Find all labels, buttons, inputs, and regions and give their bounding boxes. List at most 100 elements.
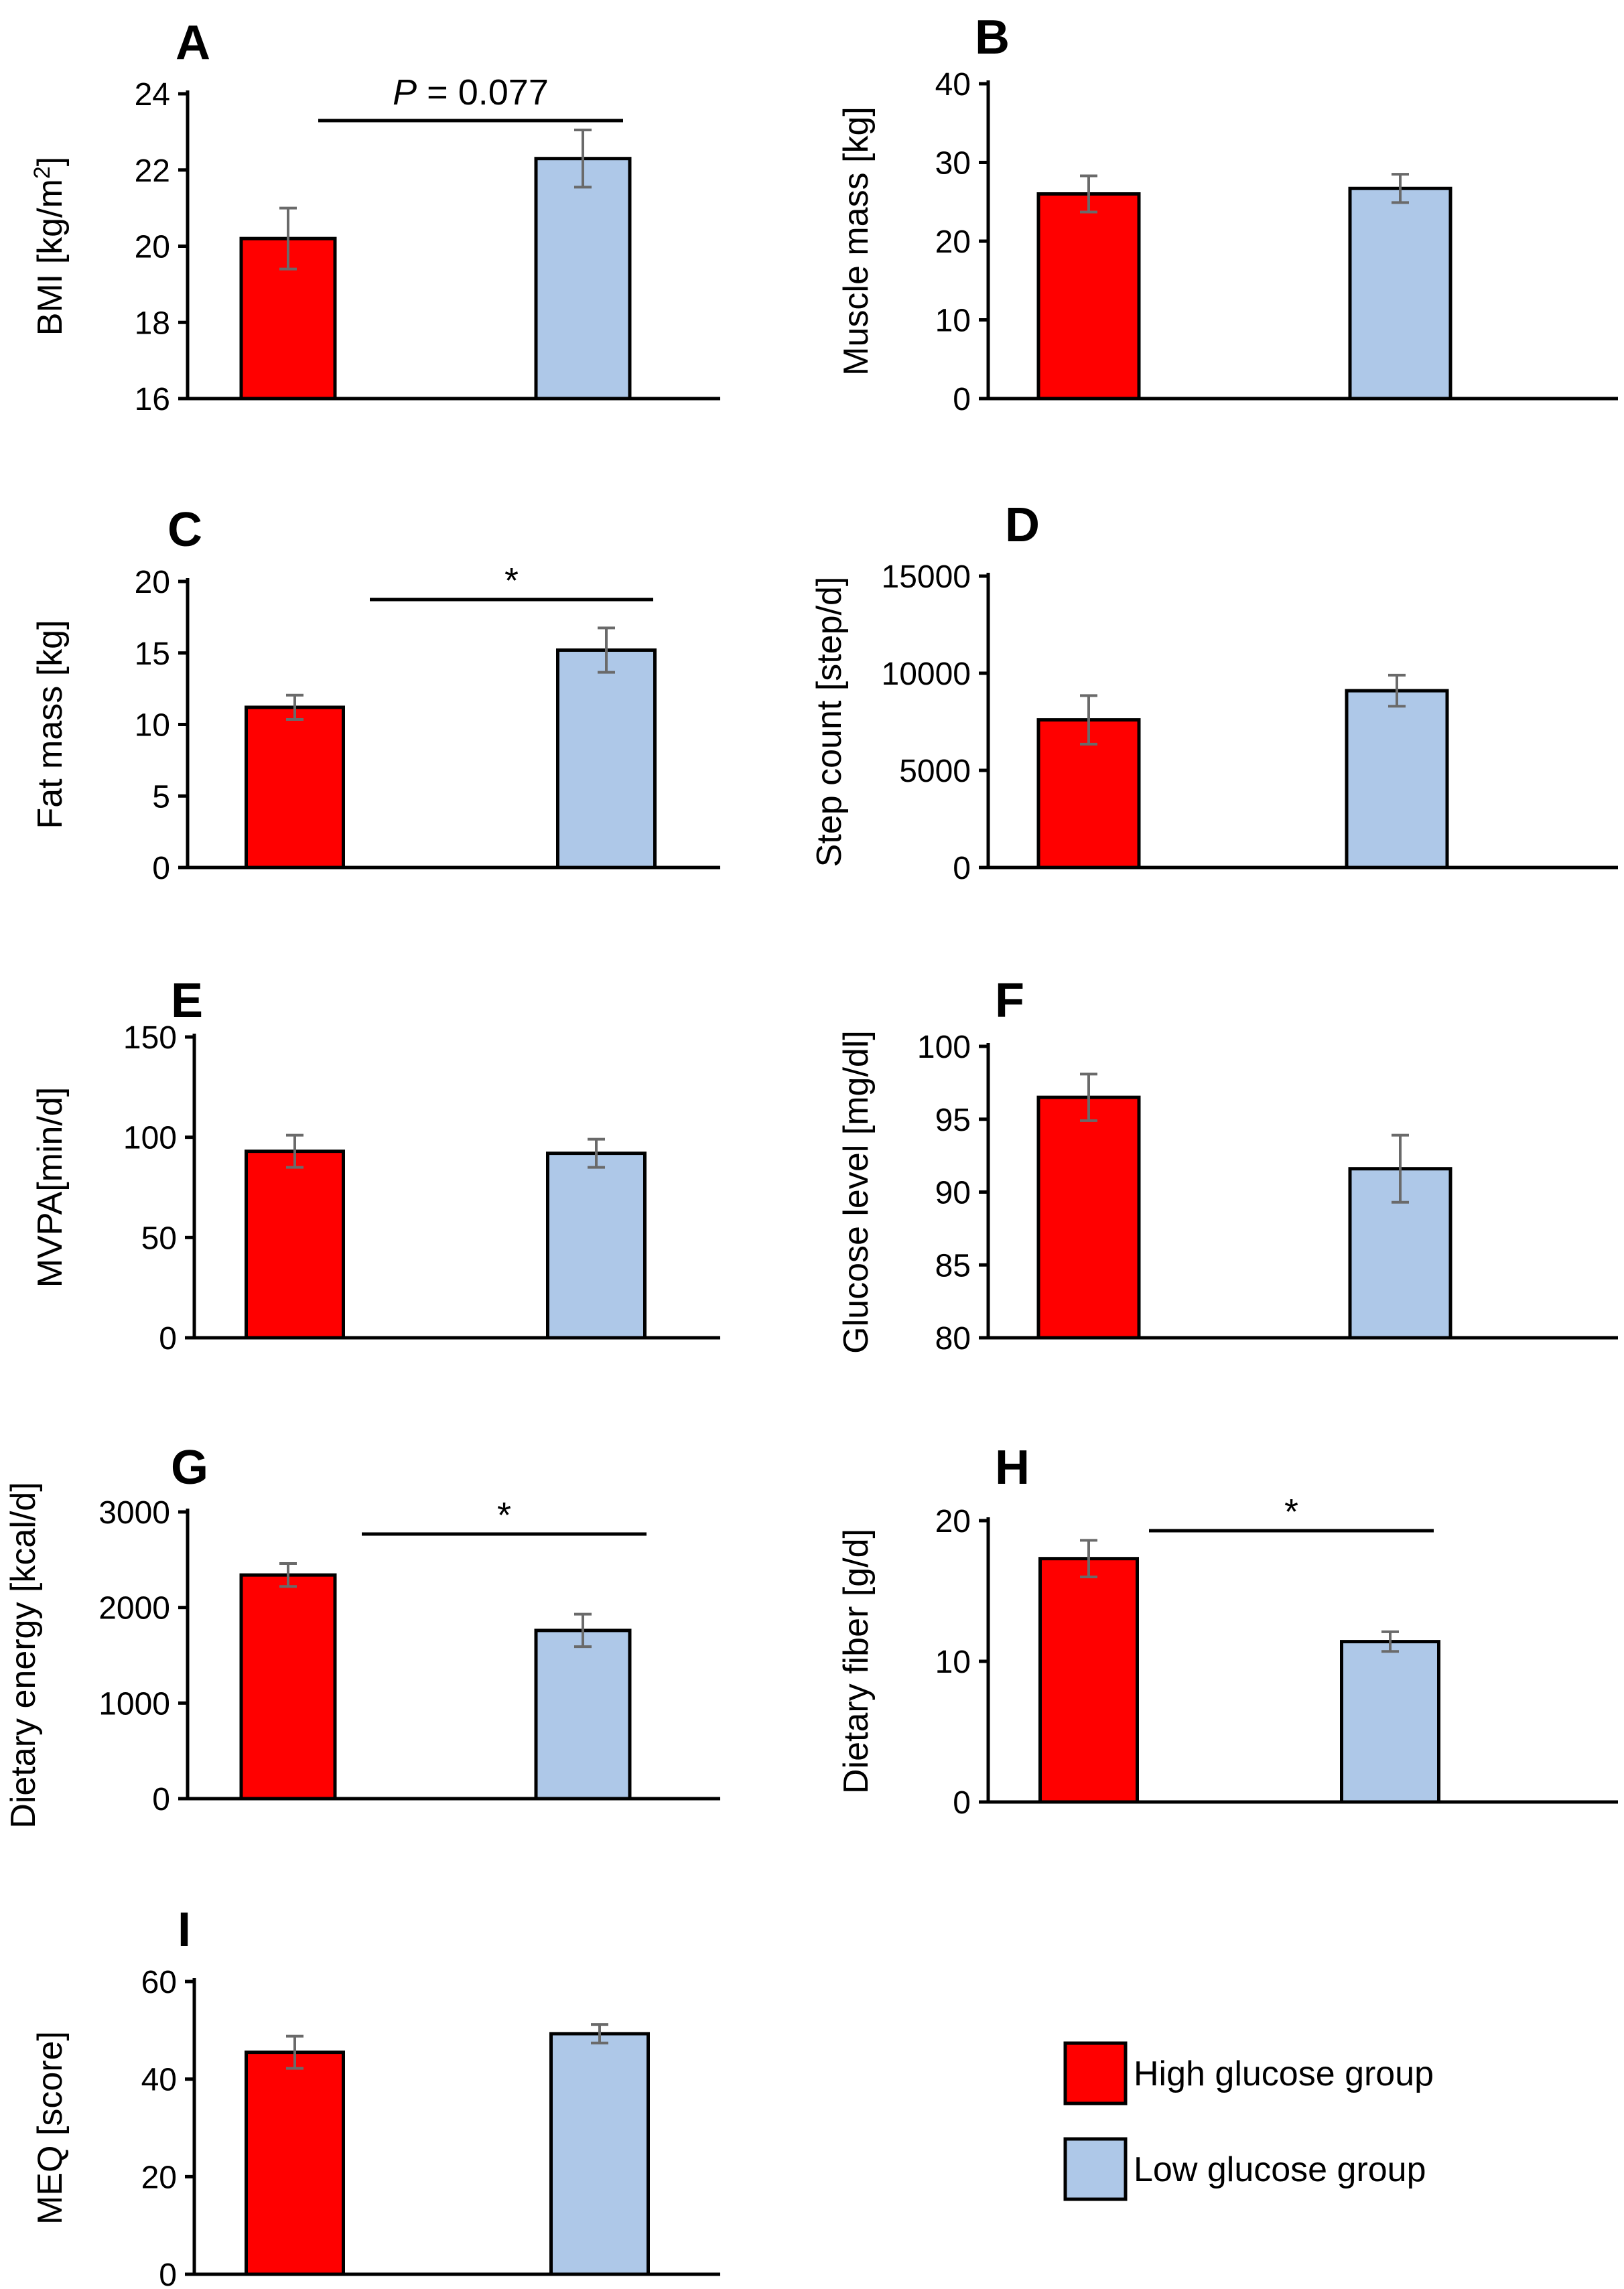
- y-tick-label: 20: [141, 2160, 177, 2195]
- significance-label: *: [1284, 1492, 1298, 1532]
- error-bar: [591, 2023, 608, 2044]
- y-axis-title: Glucose level [mg/dl]: [837, 1030, 876, 1354]
- panel-letter: H: [995, 1441, 1030, 1495]
- panel-letter: F: [995, 974, 1024, 1028]
- significance-label: *: [504, 561, 519, 601]
- bar-low-glucose: [556, 648, 657, 870]
- y-tick-label: 20: [135, 565, 170, 600]
- y-tick-label: 5000: [899, 754, 971, 789]
- y-axis-title: Dietary energy [kcal/d]: [4, 1482, 43, 1828]
- bar-high-glucose: [1038, 1557, 1139, 1804]
- error-bar: [1392, 1133, 1409, 1204]
- error-bar: [1388, 673, 1406, 708]
- y-tick-label: 3000: [98, 1495, 170, 1531]
- y-tick-label: 0: [152, 1782, 170, 1817]
- significance-label: P = 0.077: [393, 72, 549, 113]
- bar-high-glucose: [245, 705, 345, 870]
- chart-panel-c: C 0 5 10 15 20 Fat mass [kg] *: [31, 503, 720, 886]
- y-tick-label: 90: [935, 1176, 971, 1211]
- legend-swatch-low-glucose: [1063, 2137, 1128, 2201]
- y-tick-label: 18: [135, 305, 170, 341]
- y-axis-title: Step count [step/d]: [810, 577, 849, 868]
- legend-swatch-high-glucose: [1063, 2041, 1128, 2105]
- y-tick-label: 1000: [98, 1686, 170, 1722]
- y-axis-title: MEQ [score]: [31, 2031, 70, 2225]
- y-axis-title: Dietary fiber [g/d]: [837, 1529, 876, 1794]
- panel-letter: B: [975, 11, 1010, 64]
- significance-label: *: [497, 1495, 511, 1535]
- panel-letter: A: [176, 16, 210, 70]
- y-tick-label: 5: [152, 779, 170, 815]
- bar-high-glucose: [239, 1573, 337, 1801]
- chart-panel-b: B 0 10 20 30 40 Muscle mass [kg]: [837, 11, 1618, 417]
- y-tick-label: 10: [135, 708, 170, 744]
- chart-panel-a: A 16 18 20 22 24 BMI [kg/m2] P = 0.077: [29, 16, 720, 417]
- bar-low-glucose: [1340, 1640, 1440, 1804]
- error-bar: [1381, 1630, 1399, 1653]
- y-tick-label: 0: [953, 382, 971, 417]
- bar-high-glucose: [1036, 192, 1141, 401]
- bar-low-glucose: [549, 2032, 650, 2276]
- error-bar: [286, 2034, 303, 2070]
- y-tick-label: 0: [152, 851, 170, 886]
- panel-letter: C: [167, 503, 202, 557]
- y-tick-label: 10000: [882, 656, 971, 692]
- error-bar: [1080, 1072, 1097, 1122]
- y-axis-title: BMI [kg/m2]: [29, 157, 70, 336]
- error-bar: [1080, 174, 1097, 214]
- error-bar: [1392, 173, 1409, 204]
- legend: High glucose group Low glucose group: [1063, 2041, 1434, 2201]
- bar-high-glucose: [245, 1150, 345, 1340]
- y-tick-label: 40: [935, 67, 971, 102]
- y-tick-label: 80: [935, 1321, 971, 1357]
- y-tick-label: 15: [135, 636, 170, 672]
- y-tick-label: 2000: [98, 1591, 170, 1626]
- chart-panels: A 16 18 20 22 24 BMI [kg/m2] P = 0.077 B 0 10 20 30 4…: [4, 11, 1618, 2289]
- error-bar: [574, 1612, 592, 1649]
- error-bar: [1080, 1539, 1097, 1578]
- y-tick-label: 95: [935, 1103, 971, 1138]
- y-tick-label: 16: [135, 382, 170, 417]
- error-bar: [598, 626, 615, 674]
- error-bar: [279, 1562, 297, 1588]
- panel-letter: D: [1005, 498, 1040, 552]
- y-tick-label: 0: [953, 1785, 971, 1821]
- error-bar: [588, 1137, 605, 1169]
- y-tick-label: 50: [141, 1221, 177, 1256]
- legend-label-high-glucose: High glucose group: [1134, 2055, 1434, 2093]
- bar-low-glucose: [1345, 689, 1449, 870]
- y-tick-label: 0: [953, 851, 971, 886]
- chart-panel-h: H 0 10 20 Dietary fiber [g/d] *: [837, 1441, 1618, 1821]
- y-tick-label: 40: [141, 2063, 177, 2098]
- y-axis-title: Fat mass [kg]: [31, 620, 70, 829]
- y-tick-label: 10: [935, 1645, 971, 1680]
- y-tick-label: 60: [141, 1965, 177, 2000]
- chart-panel-i: I 0 20 40 60 MEQ [score]: [31, 1903, 720, 2289]
- legend-label-low-glucose: Low glucose group: [1134, 2150, 1426, 2189]
- error-bar: [286, 693, 303, 721]
- y-tick-label: 20: [935, 1504, 971, 1539]
- y-axis-title: MVPA[min/d]: [31, 1087, 70, 1288]
- y-tick-label: 85: [935, 1248, 971, 1284]
- y-tick-label: 30: [935, 146, 971, 182]
- y-tick-label: 20: [135, 230, 170, 265]
- y-tick-label: 100: [123, 1121, 177, 1156]
- bar-low-glucose: [1348, 186, 1452, 401]
- y-tick-label: 150: [123, 1020, 177, 1056]
- bar-low-glucose: [534, 1628, 632, 1801]
- y-tick-label: 24: [135, 77, 170, 113]
- bar-low-glucose: [534, 157, 632, 401]
- y-tick-label: 15000: [882, 559, 971, 595]
- y-tick-label: 100: [917, 1030, 971, 1065]
- chart-panel-e: E 0 50 100 150 MVPA[min/d]: [31, 974, 720, 1357]
- bar-low-glucose: [546, 1152, 647, 1340]
- y-tick-label: 0: [159, 2258, 177, 2289]
- y-tick-label: 10: [935, 303, 971, 339]
- y-tick-label: 0: [159, 1321, 177, 1357]
- y-tick-label: 22: [135, 153, 170, 189]
- chart-panel-g: G 0 1000 2000 3000 Dietary energy [kcal/d] *: [4, 1441, 720, 1829]
- error-bar: [279, 206, 297, 271]
- panel-letter: E: [171, 974, 203, 1028]
- error-bar: [286, 1133, 303, 1169]
